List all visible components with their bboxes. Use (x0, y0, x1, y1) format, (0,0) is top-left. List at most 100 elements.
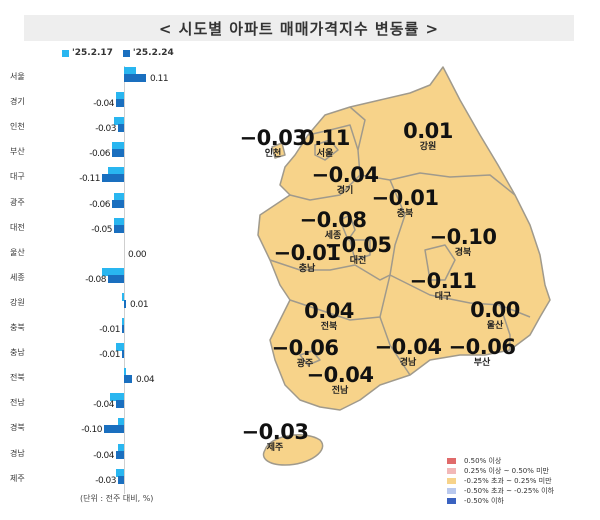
bar-curr-week (124, 299, 126, 308)
category-label: 경남 (10, 448, 25, 458)
category-label: 서울 (10, 72, 25, 81)
map-region-label: −0.05 대전 (325, 235, 392, 267)
region-value: 0.04 (304, 299, 354, 323)
bar-prev-week (122, 318, 124, 326)
region-value: −0.03 (241, 420, 309, 444)
value-label: -0.04 (93, 450, 114, 461)
map-region-label: −0.08 세종 (300, 210, 367, 242)
region-name: 충남 (298, 264, 316, 274)
value-label: -0.03 (95, 124, 116, 135)
region-name: 부산 (473, 358, 491, 368)
map-legend-item: 0.50% 이상 (447, 456, 554, 466)
category-label: 세종 (10, 272, 25, 282)
bar-chart: 서울 0.11 경기 -0.04 인천 -0.03 부산 -0.06 대구 -0.11 광주 -0.0… (0, 60, 230, 500)
bar-curr-week (102, 174, 124, 183)
chart-row: 경남 -0.04 (0, 443, 230, 469)
map-region-label: −0.06 광주 (271, 336, 339, 370)
region-value: −0.03 (239, 126, 307, 150)
chart-row: 경북 -0.10 (0, 418, 230, 443)
region-name: 강원 (419, 142, 437, 152)
title-bar: < 시도별 아파트 매매가격지수 변동률 > (24, 15, 574, 41)
map-region-label: −0.01 충남 (273, 241, 341, 275)
chart-row: 광주 -0.06 (0, 192, 230, 218)
region-name: 전북 (320, 322, 338, 332)
category-label: 대구 (10, 172, 25, 182)
bar-prev-week (118, 443, 124, 452)
map-legend-label: -0.50% 초과 ~ -0.25% 이하 (464, 487, 555, 495)
bar-curr-week (104, 425, 124, 434)
region-value: −0.06 (271, 336, 339, 360)
region-value: −0.11 (409, 269, 477, 293)
value-label: -0.01 (99, 325, 120, 335)
region-name: 울산 (486, 321, 504, 331)
region-name: 서울 (316, 149, 334, 159)
legend-item-curr: '25.2.24 (122, 48, 174, 58)
bar-prev-week (124, 67, 136, 75)
region-value: −0.01 (273, 241, 341, 265)
category-label: 광주 (10, 197, 25, 207)
region-name: 세종 (324, 231, 342, 241)
region-name: 경북 (454, 248, 472, 258)
bar-curr-week (116, 450, 124, 459)
map-region-label: −0.04 전남 (307, 365, 374, 397)
bar-prev-week (108, 167, 124, 176)
zero-axis (124, 66, 125, 494)
chart-row: 대구 -0.11 (0, 167, 230, 192)
map-legend-item: -0.50% 초과 ~ -0.25% 이하 (447, 486, 554, 496)
chart-row: 서울 0.11 (0, 67, 230, 92)
value-label: 0.01 (130, 299, 149, 310)
bar-prev-week (122, 292, 124, 301)
value-label: -0.06 (89, 199, 110, 210)
value-label: 0.11 (150, 74, 169, 84)
bar-curr-week (116, 400, 124, 409)
region-name: 대구 (434, 292, 452, 302)
region-value: −0.10 (429, 225, 497, 249)
legend-label-curr: '25.2.24 (132, 48, 174, 58)
region-name: 경남 (399, 358, 417, 368)
category-label: 인천 (10, 122, 25, 132)
bar-curr-week (118, 124, 124, 133)
region-name: 제주 (266, 443, 284, 453)
bar-curr-week (118, 475, 124, 484)
legend-swatch-curr (122, 49, 130, 57)
map-legend-item: -0.25% 초과 ~ 0.25% 미만 (447, 476, 554, 486)
category-label: 전남 (10, 398, 25, 408)
bar-curr-week (122, 325, 124, 333)
category-label: 경기 (10, 97, 25, 107)
region-name: 경기 (336, 186, 354, 196)
map-legend-swatch (447, 478, 456, 484)
value-label: -0.06 (89, 149, 110, 160)
region-value: −0.04 (311, 163, 379, 187)
region-name: 대전 (349, 256, 367, 266)
value-label: -0.03 (95, 475, 116, 486)
map-region-label: −0.11 대구 (409, 269, 477, 303)
map-region-label: −0.03 제주 (241, 420, 309, 454)
legend-label-prev: '25.2.17 (72, 48, 113, 58)
map-shape (257, 66, 551, 466)
map-region-label: −0.01 충북 (372, 188, 439, 220)
value-label: 0.04 (136, 375, 155, 386)
chart-row: 충북 -0.01 (0, 318, 230, 343)
map-region-label: −0.10 경북 (429, 225, 497, 259)
value-label: -0.10 (81, 425, 102, 436)
chart-row: 제주 -0.03 (0, 468, 230, 494)
value-label: -0.11 (79, 174, 100, 185)
chart-row: 울산 0.00 (0, 243, 230, 268)
value-label: -0.04 (93, 99, 114, 110)
region-name: 충북 (396, 209, 414, 219)
bar-prev-week (116, 343, 124, 352)
bar-curr-week (108, 274, 124, 283)
map-legend-label: -0.50% 이하 (464, 497, 504, 505)
map-legend-swatch (447, 458, 456, 464)
chart-row: 세종 -0.08 (0, 267, 230, 293)
chart-row: 전북 0.04 (0, 368, 230, 393)
bar-curr-week (114, 224, 124, 233)
map-region-label: 0.04 전북 (304, 299, 354, 333)
value-label: -0.01 (99, 350, 120, 361)
value-label: 0.00 (128, 249, 147, 260)
chart-row: 인천 -0.03 (0, 117, 230, 142)
category-label: 충북 (10, 323, 25, 332)
map-region-label: 0.00 울산 (470, 300, 520, 332)
chart-row: 경기 -0.04 (0, 92, 230, 117)
bar-curr-week (116, 99, 124, 108)
